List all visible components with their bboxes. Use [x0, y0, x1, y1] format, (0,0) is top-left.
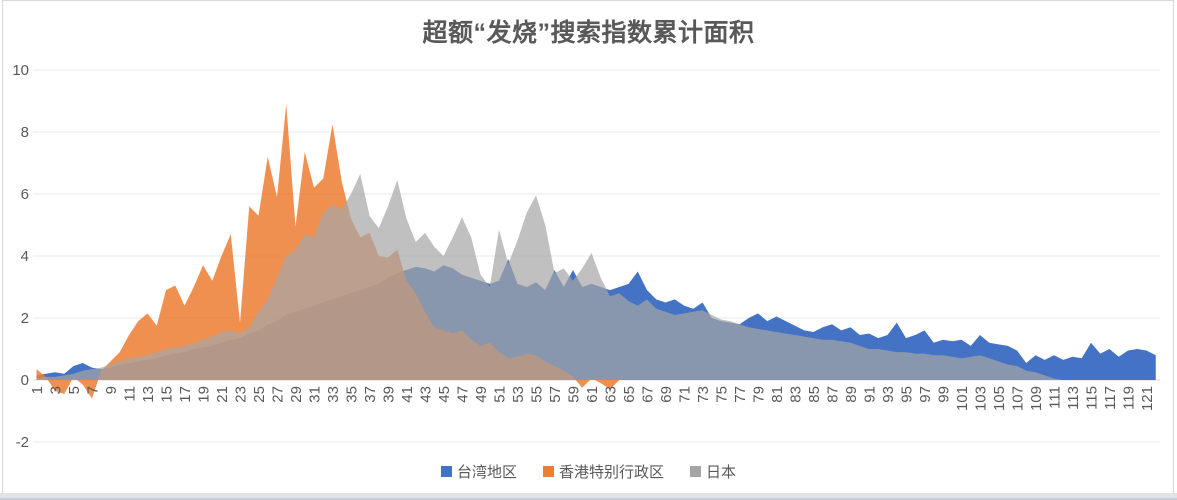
x-axis-label-81: 81: [769, 386, 786, 403]
x-axis-label-69: 69: [658, 386, 675, 403]
x-axis-label-3: 3: [48, 386, 65, 394]
x-axis-label-105: 105: [991, 386, 1008, 411]
x-axis-label-5: 5: [66, 386, 83, 394]
y-axis-label-4: 4: [21, 248, 29, 265]
legend-swatch-japan: [690, 466, 701, 477]
x-axis-label-17: 17: [177, 386, 194, 403]
x-axis-label-39: 39: [381, 386, 398, 403]
legend-swatch-taiwan: [440, 466, 452, 477]
x-axis-label-107: 107: [1010, 386, 1027, 411]
x-axis-label-7: 7: [85, 386, 102, 394]
legend-item-taiwan[interactable]: 台湾地区: [440, 461, 517, 482]
x-axis-label-115: 115: [1084, 386, 1101, 410]
x-axis-label-89: 89: [843, 386, 860, 403]
x-axis-label-83: 83: [788, 386, 805, 403]
x-axis-label-91: 91: [862, 386, 879, 403]
legend-label-japan: 日本: [706, 464, 737, 481]
x-axis-label-27: 27: [270, 386, 287, 403]
x-axis-label-57: 57: [547, 386, 564, 403]
x-axis-label-97: 97: [917, 386, 934, 403]
legend-swatch-hongkong: [542, 466, 554, 477]
area-series-japan: [36, 173, 1156, 380]
x-axis-label-51: 51: [492, 386, 509, 403]
x-axis-label-21: 21: [214, 386, 231, 403]
x-axis-label-111: 111: [1047, 386, 1064, 409]
x-axis-label-23: 23: [233, 386, 250, 403]
x-axis-label-1: 1: [29, 386, 46, 394]
x-axis-label-45: 45: [436, 386, 453, 403]
x-axis-label-41: 41: [399, 386, 416, 403]
x-axis-label-121: 121: [1139, 386, 1156, 411]
x-axis-label-29: 29: [288, 386, 305, 403]
y-axis-label-2: 2: [21, 310, 29, 327]
x-axis-label-119: 119: [1121, 386, 1138, 410]
x-axis-label-99: 99: [936, 386, 953, 403]
x-axis-label-55: 55: [529, 386, 546, 403]
x-axis-label-113: 113: [1065, 386, 1082, 410]
x-axis-label-71: 71: [677, 386, 694, 403]
y-axis-label--2: -2: [16, 434, 29, 451]
x-axis-label-9: 9: [103, 386, 120, 394]
x-axis-label-43: 43: [418, 386, 435, 403]
x-axis-label-15: 15: [159, 386, 176, 403]
x-axis-label-49: 49: [473, 386, 490, 403]
x-axis-label-117: 117: [1102, 386, 1119, 410]
bottom-strip: [0, 493, 1177, 500]
legend: 台湾地区 香港特别行政区 日本: [0, 461, 1177, 482]
chart-title: 超额“发烧”搜索指数累计面积: [422, 19, 755, 47]
x-axis-label-103: 103: [973, 386, 990, 411]
x-axis-label-25: 25: [251, 386, 268, 403]
legend-label-hongkong: 香港特别行政区: [558, 464, 664, 481]
legend-item-japan[interactable]: 日本: [690, 461, 736, 482]
x-axis-label-77: 77: [732, 386, 749, 403]
y-axis-label-10: 10: [12, 62, 29, 79]
x-axis-label-73: 73: [695, 386, 712, 403]
y-axis-label-0: 0: [21, 372, 29, 389]
x-axis-label-13: 13: [140, 386, 157, 403]
x-axis-label-87: 87: [825, 386, 842, 403]
x-axis-label-11: 11: [122, 386, 139, 402]
x-axis-label-93: 93: [880, 386, 897, 403]
x-axis-label-31: 31: [307, 386, 324, 403]
x-axis-labels: 1 3 5 7 9 11 13 15 17 19 21 23 25 27 29 31 33 35 37 39 41 43 4…: [29, 386, 1156, 411]
x-axis-label-53: 53: [510, 386, 527, 403]
x-axis-label-63: 63: [603, 386, 620, 403]
x-axis-label-59: 59: [566, 386, 583, 403]
y-axis-label-8: 8: [21, 124, 29, 141]
x-axis-label-101: 101: [954, 386, 971, 411]
x-axis-label-95: 95: [899, 386, 916, 403]
legend-label-taiwan: 台湾地区: [456, 464, 517, 481]
x-axis-label-61: 61: [584, 386, 601, 403]
x-axis-label-85: 85: [806, 386, 823, 403]
x-axis-label-37: 37: [362, 386, 379, 403]
x-axis-label-109: 109: [1028, 386, 1045, 411]
x-axis-label-33: 33: [325, 386, 342, 403]
x-axis-label-79: 79: [751, 386, 768, 403]
y-axis-labels: 10 8 6 4 2 0 -2: [12, 62, 29, 451]
x-axis-label-65: 65: [621, 386, 638, 403]
x-axis-label-67: 67: [640, 386, 657, 403]
legend-item-hongkong[interactable]: 香港特别行政区: [542, 461, 664, 482]
x-axis-label-35: 35: [344, 386, 361, 403]
x-axis-label-75: 75: [714, 386, 731, 403]
x-axis-label-47: 47: [455, 386, 472, 403]
x-axis-label-19: 19: [196, 386, 213, 403]
y-axis-label-6: 6: [21, 186, 29, 203]
